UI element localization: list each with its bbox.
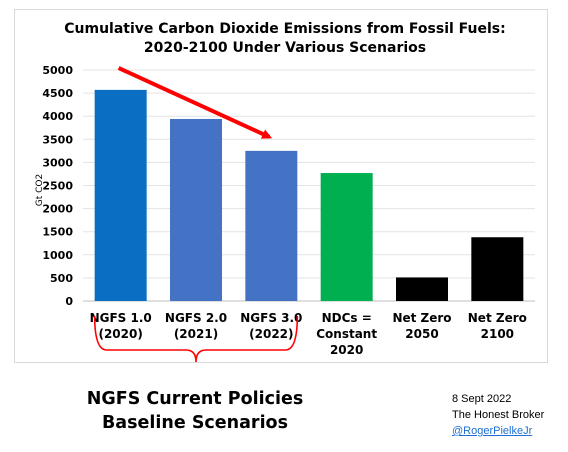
bar: [320, 173, 373, 301]
x-tick-label: 2020: [330, 343, 363, 357]
x-tick-label: Constant: [316, 327, 377, 341]
x-tick-label: Net Zero: [468, 311, 527, 325]
chart-panel: Cumulative Carbon Dioxide Emissions from…: [14, 9, 548, 363]
chart-title-line-2: 2020-2100 Under Various Scenarios: [144, 40, 426, 56]
y-tick-label: 4500: [42, 87, 73, 100]
bar: [94, 89, 147, 301]
y-tick-label: 1500: [42, 226, 73, 239]
y-tick-label: 2000: [42, 203, 73, 216]
note-publisher: The Honest Broker: [452, 409, 545, 421]
x-tick-label: 2050: [405, 327, 438, 341]
x-tick-label: (2022): [249, 327, 293, 341]
y-tick-label: 4000: [42, 110, 73, 123]
trend-arrow: [117, 66, 273, 139]
y-tick-label: 1000: [42, 249, 73, 262]
x-tick-label: NGFS 1.0: [90, 311, 152, 325]
bar: [396, 277, 448, 301]
scenario-bracket: [93, 315, 299, 363]
y-tick-label: 2500: [42, 180, 73, 193]
x-tick-label: NGFS 3.0: [240, 311, 302, 325]
x-tick-label: Net Zero: [392, 311, 451, 325]
x-tick-label: NDCs =: [322, 311, 372, 325]
y-tick-label: 0: [65, 295, 73, 308]
x-tick-label: NGFS 2.0: [165, 311, 227, 325]
x-tick-label: (2021): [174, 327, 218, 341]
y-tick-label: 3000: [42, 156, 73, 169]
bar: [170, 118, 222, 301]
y-tick-label: 5000: [42, 64, 73, 77]
y-tick-label: 3500: [42, 133, 73, 146]
bar: [245, 150, 298, 301]
bar-chart: Cumulative Carbon Dioxide Emissions from…: [35, 21, 535, 363]
bar: [471, 237, 524, 301]
note-handle-link[interactable]: @RogerPielkeJr: [452, 425, 533, 437]
y-axis-label: Gt CO2: [35, 174, 45, 206]
x-tick-label: 2100: [481, 327, 514, 341]
x-tick-label: (2020): [98, 327, 142, 341]
y-tick-label: 500: [50, 272, 73, 285]
chart-title-line-1: Cumulative Carbon Dioxide Emissions from…: [64, 21, 506, 37]
note-date: 8 Sept 2022: [452, 393, 512, 405]
caption-line-1: NGFS Current Policies: [86, 389, 304, 409]
caption-line-2: Baseline Scenarios: [101, 413, 289, 433]
